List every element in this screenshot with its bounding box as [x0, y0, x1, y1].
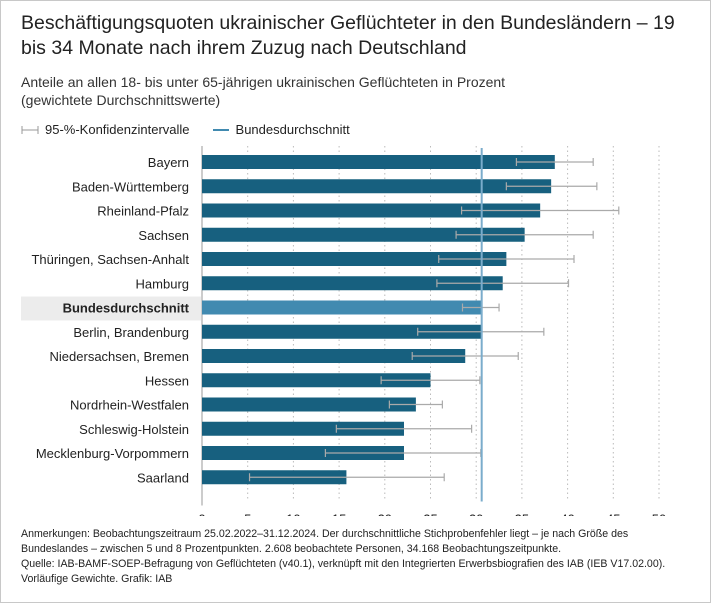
bar [202, 446, 404, 460]
bar [202, 227, 525, 242]
legend: 95-%-Konfidenzintervalle Bundesdurchschn… [21, 122, 372, 137]
x-tick-label: 20 [378, 512, 392, 517]
category-label: Thüringen, Sachsen-Anhalt [31, 252, 189, 267]
notes-line-3: Quelle: IAB-BAMF-SOEP-Befragung von Gefl… [21, 558, 666, 570]
category-label: Hamburg [136, 276, 189, 291]
bar [202, 421, 404, 436]
bar [202, 373, 431, 388]
avg-line-icon [212, 128, 229, 131]
category-label: Schleswig-Holstein [79, 422, 189, 437]
category-label: Berlin, Brandenburg [73, 325, 189, 340]
notes-line-4: Vorläufige Gewichte. Grafik: IAB [21, 573, 173, 585]
x-tick-label: 0 [198, 512, 205, 517]
legend-item-avg: Bundesdurchschnitt [212, 122, 350, 137]
bar [202, 252, 507, 266]
ci-icon [21, 125, 39, 134]
x-tick-label: 40 [560, 512, 574, 517]
bar [202, 324, 482, 339]
category-label: Niedersachsen, Bremen [50, 349, 189, 364]
chart-title: Beschäftigungsquoten ukrainischer Geflüc… [21, 12, 675, 59]
subtitle-line-1: Anteile an allen 18- bis unter 65-jährig… [21, 74, 506, 90]
legend-ci-label: 95-%-Konfidenzintervalle [45, 122, 190, 137]
x-tick-label: 50 [652, 512, 666, 517]
category-label: Rheinland-Pfalz [97, 204, 189, 219]
category-label: Nordrhein-Westfalen [70, 398, 189, 413]
category-label: Saarland [137, 470, 189, 485]
x-tick-label: 30 [469, 512, 483, 517]
bar [202, 349, 466, 363]
category-label: Bundesdurchschnitt [63, 301, 190, 316]
legend-item-ci: 95-%-Konfidenzintervalle [21, 122, 190, 137]
x-tick-label: 15 [332, 512, 346, 517]
notes: Anmerkungen: Beobachtungszeitraum 25.02.… [21, 527, 701, 587]
category-label: Baden-Württemberg [72, 179, 189, 194]
bar [202, 397, 416, 412]
x-tick-label: 5 [244, 512, 251, 517]
category-label: Hessen [145, 373, 189, 388]
x-tick-label: 25 [423, 512, 437, 517]
x-tick-label: 35 [515, 512, 529, 517]
bar [202, 276, 503, 291]
notes-line-1: Anmerkungen: Beobachtungszeitraum 25.02.… [21, 528, 629, 540]
subtitle-line-2: (gewichtete Durchschnittswerte) [21, 92, 221, 108]
notes-line-2: Bundeslandes – zwischen 5 und 8 Prozentp… [21, 543, 562, 555]
bar-chart: 0 5 10 15 20 25 30 35 40 45 50 Bayern Baden-Württemb… [21, 146, 666, 517]
bar [202, 179, 552, 194]
bar [202, 300, 482, 315]
bar [202, 203, 541, 218]
highlight-row-background [21, 296, 201, 321]
category-label: Sachsen [138, 228, 189, 243]
x-tick-label: 10 [286, 512, 300, 517]
bar [202, 155, 555, 169]
x-tick-label: 45 [606, 512, 620, 517]
chart-subtitle: Anteile an allen 18- bis unter 65-jährig… [21, 73, 505, 109]
category-label: Mecklenburg-Vorpommern [36, 446, 189, 461]
category-label: Bayern [148, 155, 189, 170]
legend-avg-label: Bundesdurchschnitt [235, 122, 350, 137]
